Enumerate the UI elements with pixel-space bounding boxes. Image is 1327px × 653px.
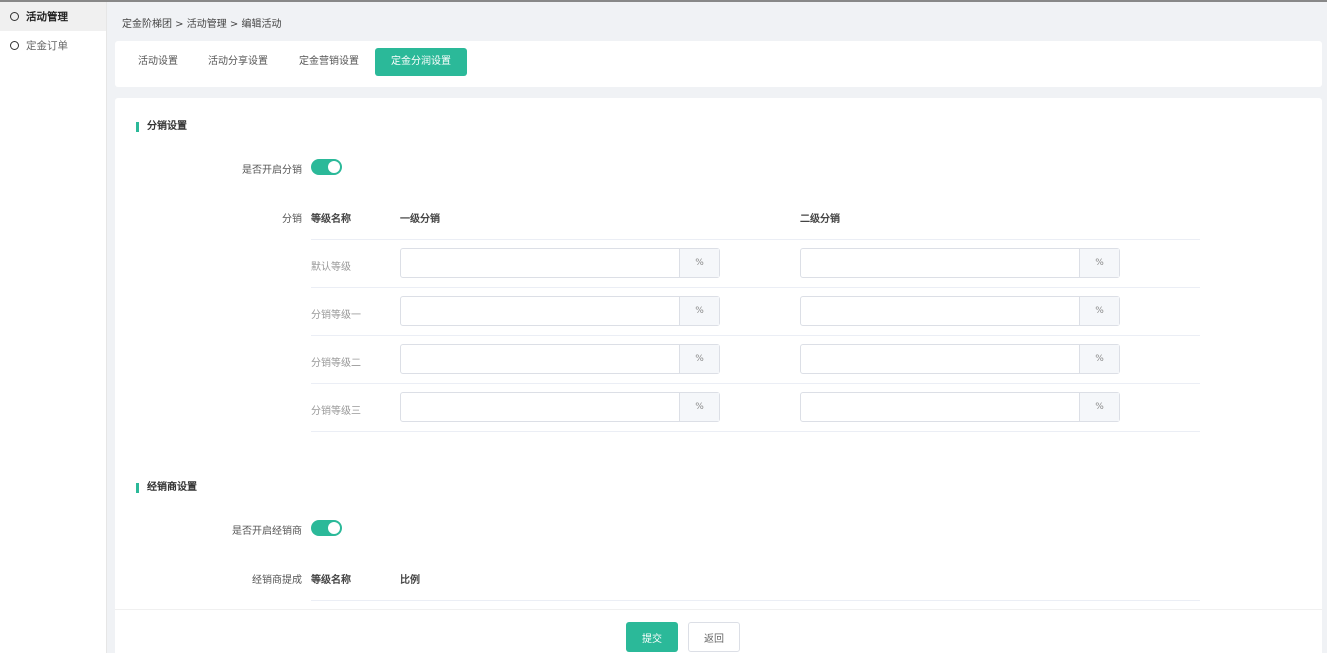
tab-activity-settings[interactable]: 活动设置 (138, 56, 178, 67)
sidebar-item-activity-management[interactable]: 活动管理 (0, 2, 106, 31)
sidebar: 活动管理 定金订单 (0, 2, 107, 653)
level1-rate-field[interactable] (401, 393, 679, 421)
percent-addon: % (679, 297, 719, 325)
breadcrumb: 定金阶梯团 > 活动管理 > 编辑活动 (122, 19, 282, 30)
level2-rate-input: % (800, 392, 1120, 422)
level-name: 分销等级三 (311, 406, 361, 417)
column-header-level1: 一级分销 (400, 214, 440, 225)
level2-rate-field[interactable] (801, 393, 1079, 421)
circle-icon (10, 12, 19, 21)
sidebar-item-deposit-orders[interactable]: 定金订单 (0, 31, 106, 60)
level2-rate-field[interactable] (801, 297, 1079, 325)
enable-distribution-toggle[interactable] (311, 159, 342, 175)
level2-rate-input: % (800, 296, 1120, 326)
column-header-level-name: 等级名称 (311, 214, 351, 225)
level2-rate-field[interactable] (801, 345, 1079, 373)
level2-rate-field[interactable] (801, 249, 1079, 277)
percent-addon: % (679, 249, 719, 277)
enable-dealer-label: 是否开启经销商 (232, 526, 302, 537)
tab-share-settings[interactable]: 活动分享设置 (208, 56, 268, 67)
column-header-level2: 二级分销 (800, 214, 840, 225)
divider (311, 287, 1200, 288)
divider (311, 335, 1200, 336)
back-button[interactable]: 返回 (688, 622, 740, 652)
percent-addon: % (1079, 249, 1119, 277)
enable-dealer-toggle[interactable] (311, 520, 342, 536)
circle-icon (10, 41, 19, 50)
tab-profit-settings[interactable]: 定金分润设置 (375, 48, 467, 76)
level1-rate-input: % (400, 344, 720, 374)
dealer-table-label: 经销商提成 (252, 575, 302, 586)
section-title-dealer: 经销商设置 (136, 483, 197, 493)
percent-addon: % (1079, 393, 1119, 421)
sidebar-item-label: 定金订单 (26, 40, 68, 52)
level1-rate-field[interactable] (401, 249, 679, 277)
percent-addon: % (679, 393, 719, 421)
section-title-distribution: 分销设置 (136, 122, 187, 132)
percent-addon: % (1079, 297, 1119, 325)
footer-bar: 提交 返回 (115, 609, 1322, 653)
distribution-table-label: 分销 (282, 214, 302, 225)
percent-addon: % (679, 345, 719, 373)
enable-distribution-label: 是否开启分销 (242, 165, 302, 176)
settings-card: 分销设置 是否开启分销 分销 等级名称 一级分销 二级分销 默认等级%% 分销等级… (115, 98, 1322, 653)
level1-rate-field[interactable] (401, 297, 679, 325)
tab-marketing-settings[interactable]: 定金营销设置 (299, 56, 359, 67)
top-border (0, 0, 1327, 2)
sidebar-item-label: 活动管理 (26, 11, 68, 23)
submit-button[interactable]: 提交 (626, 622, 678, 652)
column-header-level-name: 等级名称 (311, 575, 351, 586)
divider (311, 600, 1200, 601)
level-name: 分销等级一 (311, 310, 361, 321)
divider (311, 431, 1200, 432)
level1-rate-input: % (400, 296, 720, 326)
level1-rate-input: % (400, 392, 720, 422)
level-name: 分销等级二 (311, 358, 361, 369)
divider (311, 239, 1200, 240)
level2-rate-input: % (800, 344, 1120, 374)
level1-rate-input: % (400, 248, 720, 278)
divider (311, 383, 1200, 384)
tab-bar: 活动设置 活动分享设置 定金营销设置 定金分润设置 (115, 41, 1322, 87)
level2-rate-input: % (800, 248, 1120, 278)
percent-addon: % (1079, 345, 1119, 373)
column-header-ratio: 比例 (400, 575, 420, 586)
level-name: 默认等级 (311, 262, 351, 273)
level1-rate-field[interactable] (401, 345, 679, 373)
